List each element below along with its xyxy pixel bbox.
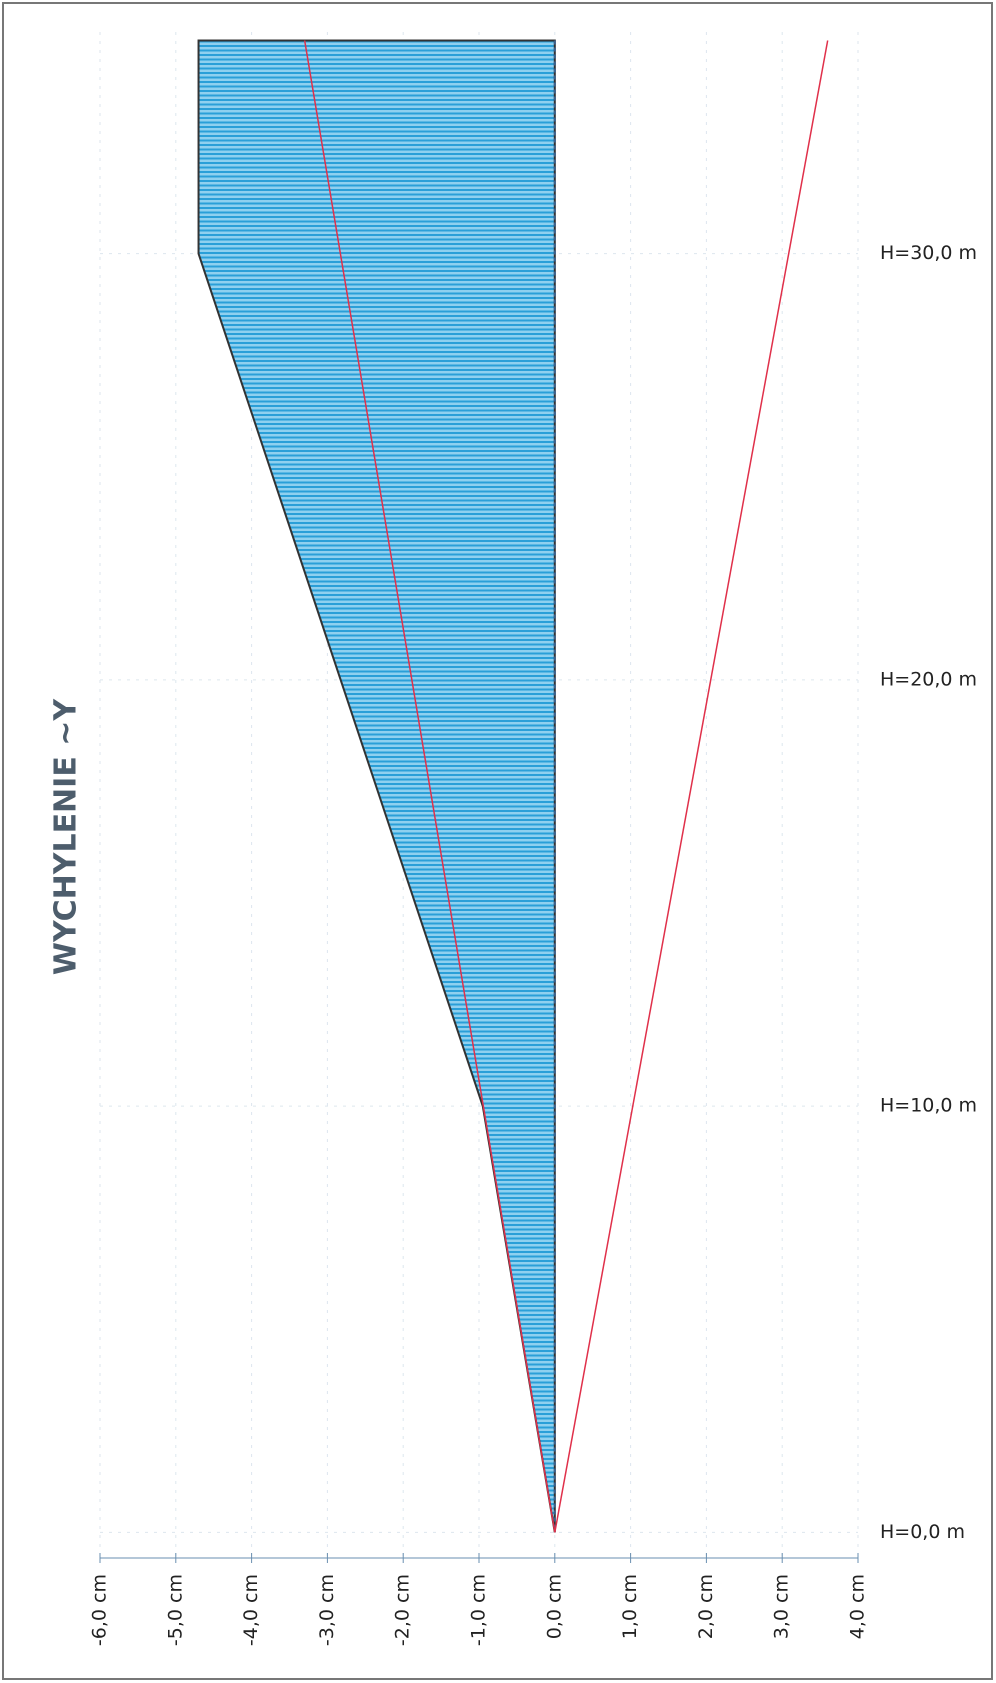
- x-tick-label: -2,0 cm: [392, 1574, 414, 1646]
- x-tick-label: 3,0 cm: [771, 1574, 793, 1639]
- x-tick-label: -6,0 cm: [89, 1574, 111, 1646]
- y-tick-label: H=10,0 m: [880, 1095, 977, 1117]
- limit-line: [303, 40, 556, 1533]
- x-tick-label: -1,0 cm: [468, 1574, 490, 1646]
- limit-line: [554, 40, 829, 1533]
- x-tick-label: -5,0 cm: [164, 1574, 186, 1646]
- y-tick-label: H=20,0 m: [880, 668, 977, 690]
- chart-title: WYCHYLENIE ~Y: [49, 698, 84, 976]
- y-tick-label: H=0,0 m: [880, 1521, 965, 1543]
- x-tick-label: 2,0 cm: [695, 1574, 717, 1639]
- x-tick-label: 0,0 cm: [543, 1574, 565, 1639]
- deflection-area: [197, 39, 556, 1533]
- x-tick-label: 4,0 cm: [847, 1574, 869, 1639]
- x-tick-label: -3,0 cm: [316, 1574, 338, 1646]
- x-tick-label: -4,0 cm: [240, 1574, 262, 1646]
- y-tick-label: H=30,0 m: [880, 242, 977, 264]
- x-tick-label: 1,0 cm: [619, 1574, 641, 1639]
